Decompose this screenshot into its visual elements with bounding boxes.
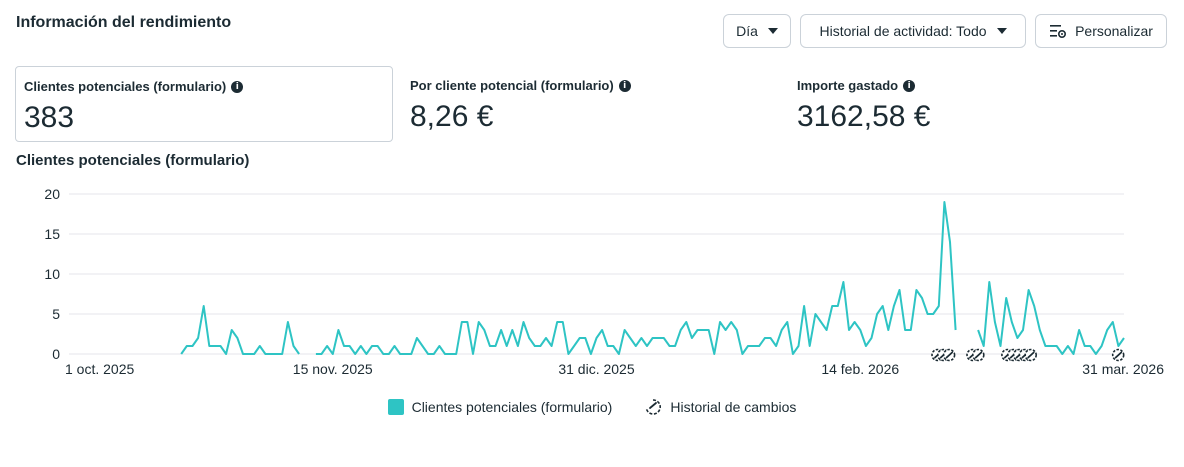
customize-button[interactable]: Personalizar <box>1035 14 1167 48</box>
y-tick-label: 5 <box>52 306 60 322</box>
page-title: Información del rendimiento <box>16 14 232 31</box>
metric-card-amount-spent[interactable]: Importe gastado i 3162,58 € <box>789 66 1167 142</box>
change-marker[interactable] <box>1024 348 1037 362</box>
chart-title: Clientes potenciales (formulario) <box>16 152 250 169</box>
metric-value: 383 <box>24 101 75 134</box>
change-marker[interactable] <box>971 348 985 362</box>
legend-item-change-history[interactable]: Historial de cambios <box>644 398 796 416</box>
series-line-leads <box>180 201 1125 355</box>
chart-legend: Clientes potenciales (formulario) Histor… <box>0 398 1184 416</box>
metric-card-leads[interactable]: Clientes potenciales (formulario) i 383 <box>15 66 393 142</box>
day-dropdown-label: Día <box>736 23 758 39</box>
customize-icon <box>1050 25 1067 39</box>
legend-label: Historial de cambios <box>670 399 797 415</box>
metric-value: 8,26 € <box>410 100 494 133</box>
leads-line-chart: 0 5 10 15 20 1 oct. 2025 15 nov. 2025 31 dic. 2… <box>44 186 1164 377</box>
x-tick-label: 15 nov. 2025 <box>293 361 373 377</box>
legend-swatch <box>387 399 404 415</box>
change-marker[interactable] <box>1111 348 1125 362</box>
caret-down-icon <box>767 28 778 34</box>
x-tick-label: 1 oct. 2025 <box>65 361 134 377</box>
metric-card-cost-per-lead[interactable]: Por cliente potencial (formulario) i 8,26… <box>402 66 780 142</box>
caret-down-icon <box>996 28 1007 34</box>
metric-label: Por cliente potencial (formulario) <box>410 78 614 93</box>
activity-history-label: Historial de actividad: Todo <box>819 23 987 39</box>
y-tick-label: 10 <box>44 266 60 282</box>
x-tick-label: 14 feb. 2026 <box>821 361 899 377</box>
y-tick-label: 15 <box>44 226 60 242</box>
y-tick-label: 0 <box>52 346 60 362</box>
metric-value: 3162,58 € <box>797 100 931 133</box>
change-history-icon <box>646 399 662 415</box>
legend-item-leads[interactable]: Clientes potenciales (formulario) <box>387 399 613 415</box>
customize-label: Personalizar <box>1075 23 1153 39</box>
activity-history-dropdown[interactable]: Historial de actividad: Todo <box>800 14 1026 48</box>
metric-label: Clientes potenciales (formulario) <box>24 79 227 94</box>
info-icon[interactable]: i <box>618 79 631 92</box>
change-marker[interactable] <box>942 348 956 362</box>
x-tick-label: 31 dic. 2025 <box>558 361 634 377</box>
metric-label: Importe gastado <box>797 78 899 93</box>
day-dropdown[interactable]: Día <box>723 14 791 48</box>
x-tick-label: 31 mar. 2026 <box>1082 361 1164 377</box>
info-icon[interactable]: i <box>231 80 244 93</box>
info-icon[interactable]: i <box>903 79 916 92</box>
y-tick-label: 20 <box>44 186 60 202</box>
legend-label: Clientes potenciales (formulario) <box>411 399 613 415</box>
